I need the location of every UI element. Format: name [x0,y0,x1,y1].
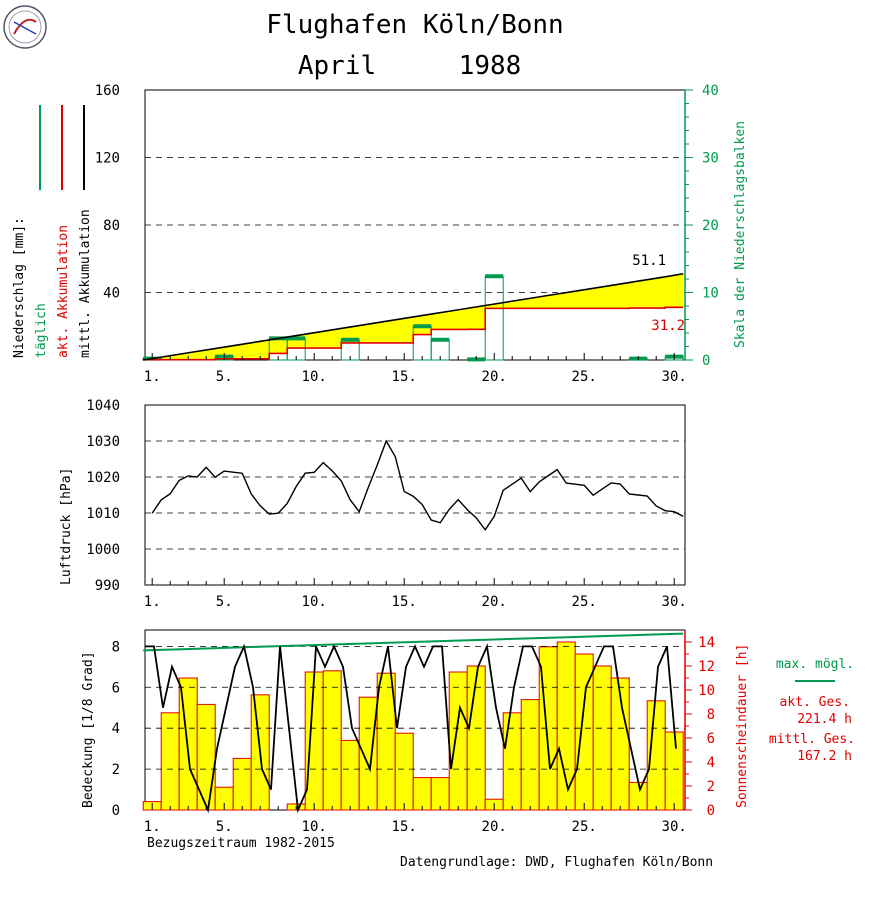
precip-y2-tick: 20 [702,218,719,234]
sunshine-y2-tick: 14 [698,635,715,651]
sunshine-x-tick: 1. [144,819,161,835]
legend-mittl-ges: mittl. Ges. [769,732,855,747]
sunshine-bar [412,777,432,811]
precip-panel: 160 120 80 40 40 30 20 10 0 1. 5. 10. 15. 20. 25. 30.… [95,83,748,385]
legend-akt-ges: akt. Ges. [780,695,850,710]
precip-y2-label: Skala der Niederschlagsbalken [733,121,748,348]
precip-y-tick: 120 [95,151,120,167]
pressure-x-tick: 5. [216,594,233,610]
footer-reference: Bezugszeitraum 1982-2015 [147,836,335,851]
pressure-y-tick: 1030 [86,434,120,450]
precip-y-tick: 160 [95,83,120,99]
sunshine-x-tick: 10. [302,819,327,835]
sunshine-bar [664,731,684,811]
sunshine-y2-tick: 12 [698,659,715,675]
legend-niederschlag: Niederschlag [mm]: [12,217,27,358]
legend-taeglich: täglich [34,303,49,358]
sunshine-bar [394,732,414,811]
sunshine-x-tick: 25. [572,819,597,835]
pressure-x-tick: 15. [392,594,417,610]
sunshine-bar [628,781,648,811]
sunshine-x-tick: 15. [392,819,417,835]
pressure-y-tick: 1020 [86,470,120,486]
pressure-x-tick: 30. [662,594,687,610]
sunshine-y2-tick: 2 [707,779,715,795]
footer-source: Datengrundlage: DWD, Flughafen Köln/Bonn [400,855,713,870]
pressure-plot-area [144,404,686,586]
pressure-x-tick: 10. [302,594,327,610]
precip-y2-tick: 0 [702,353,710,369]
sunshine-x-tick: 30. [662,819,687,835]
precip-x-tick: 15. [392,369,417,385]
pressure-y-tick: 990 [95,578,120,594]
precip-y-tick: 40 [103,286,120,302]
sunshine-panel: 8 6 4 2 0 14 12 10 8 6 4 2 0 1. 5. 10. 15. 20. 25. 30. Be… [81,629,750,835]
pressure-x-tick: 25. [572,594,597,610]
precip-legend: Niederschlag [mm]: täglich akt. Akkumula… [12,105,93,358]
pressure-panel: 1040 1030 1020 1010 1000 990 1. 5. 10. 15. 20. 25.… [59,398,687,610]
akt-accumulation-line [142,306,684,361]
cloud-y-label: Bedeckung [1/8 Grad] [81,651,96,808]
sunshine-bar [430,777,450,811]
sunshine-y2-tick: 6 [707,731,715,747]
precip-x-tick: 25. [572,369,597,385]
max-possible-line [143,632,684,652]
sunshine-x-tick: 5. [216,819,233,835]
cloud-cover-line [145,643,677,814]
sunshine-bar [196,703,216,811]
legend-akt: akt. Akkumulation [56,225,71,358]
pressure-y-label: Luftdruck [hPa] [59,468,74,585]
chart-title: Flughafen Köln/Bonn [266,10,563,40]
title-year: 1988 [459,51,522,81]
title-month: April [298,51,376,81]
sunshine-bar [448,671,468,811]
precip-x-tick: 5. [216,369,233,385]
pressure-y-tick: 1000 [86,542,120,558]
legend-mittl: mittl. Akkumulation [78,209,93,358]
pressure-x-tick: 20. [482,594,507,610]
sunshine-x-tick: 20. [482,819,507,835]
sunshine-bar [358,696,378,811]
cloud-y-tick: 8 [112,639,120,655]
daily-precip-bar [484,275,504,361]
precip-y2-tick: 40 [702,83,719,99]
cloud-y-tick: 4 [112,721,120,737]
precip-y2-tick: 10 [702,286,719,302]
mittl-accumulation-line [143,272,684,361]
sunshine-bar [160,712,180,811]
precip-x-tick: 1. [144,369,161,385]
sunshine-y2-tick: 4 [707,755,715,771]
sunshine-bar [232,757,252,811]
cloud-y-tick: 2 [112,762,120,778]
cloud-y-tick: 0 [112,803,120,819]
sunshine-bar [520,699,540,811]
sunshine-y2-tick: 10 [698,683,715,699]
sunshine-y2-tick: 8 [707,707,715,723]
legend-akt-ges-value: 221.4 h [797,712,852,727]
sunshine-bar [502,712,522,811]
sunshine-y2-tick: 0 [707,803,715,819]
precip-y2-tick: 30 [702,151,719,167]
pressure-line [151,439,684,531]
precip-x-tick: 10. [302,369,327,385]
pressure-y-tick: 1040 [86,398,120,414]
label-akt-total: 31.2 [651,318,685,334]
sunshine-bar [322,670,342,811]
legend-max-moegl: max. mögl. [776,657,854,672]
cloud-y-tick: 6 [112,680,120,696]
sunshine-y2-label: Sonnenscheindauer [h] [735,644,750,808]
dwd-logo [3,5,47,49]
precip-y-tick: 80 [103,218,120,234]
precip-x-tick: 30. [662,369,687,385]
label-mittl-total: 51.1 [632,253,666,269]
precip-x-tick: 20. [482,369,507,385]
legend-mittl-ges-value: 167.2 h [797,749,852,764]
sunshine-bar [340,739,360,811]
pressure-x-tick: 1. [144,594,161,610]
sunshine-legend: max. mögl. akt. Ges. 221.4 h mittl. Ges.… [769,657,855,764]
pressure-y-tick: 1010 [86,506,120,522]
